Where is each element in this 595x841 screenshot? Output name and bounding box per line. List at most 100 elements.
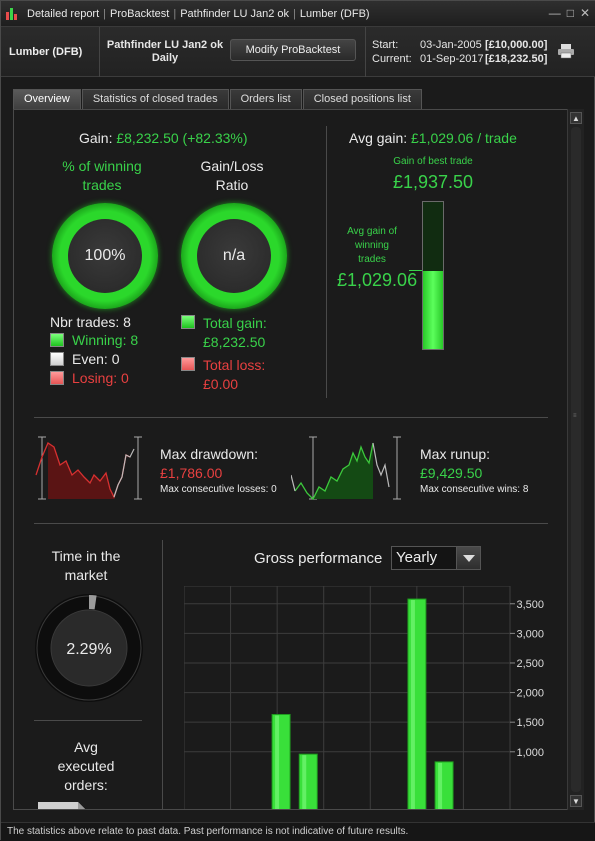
y-tick-label: 1,000 — [516, 747, 544, 759]
avg-gain-gauge-fill — [423, 271, 443, 349]
start-label: Start: — [372, 39, 398, 51]
avg-winning-label: Avg gain of winning trades — [336, 225, 408, 267]
total-loss-value: £0.00 — [203, 375, 265, 394]
title-part-1: Detailed report — [23, 8, 103, 20]
best-trade-label: Gain of best trade — [374, 156, 492, 167]
minimize-icon[interactable]: — — [549, 6, 561, 20]
performance-bar[interactable] — [435, 762, 453, 810]
vertical-scrollbar[interactable]: ▲ ≡ ▼ — [567, 109, 584, 810]
ratio-value: n/a — [181, 247, 287, 265]
time-in-market-line1: Time in the — [36, 547, 136, 566]
performance-bar-highlight — [438, 763, 442, 810]
winning-title: % of winning trades — [42, 157, 162, 195]
winning-title-line1: % of winning — [42, 157, 162, 176]
total-loss-icon — [181, 357, 195, 371]
performance-bar[interactable] — [408, 599, 426, 810]
tab-orders-list[interactable]: Orders list — [230, 89, 302, 109]
scroll-up-icon[interactable]: ▲ — [570, 112, 582, 124]
total-gain-value: £8,232.50 — [203, 333, 267, 352]
scrollbar-track[interactable] — [571, 127, 581, 792]
runup-sparkline — [291, 435, 411, 503]
performance-bar-highlight — [275, 715, 279, 810]
winning-value: 100% — [52, 247, 158, 265]
total-gain-label: Total gain: — [203, 314, 267, 333]
chevron-down-icon[interactable] — [456, 547, 480, 569]
period-select-value: Yearly — [396, 549, 437, 566]
avg-marker-line — [409, 270, 423, 271]
avg-winning-line1: Avg gain of — [336, 225, 408, 239]
report-header: Lumber (DFB) Pathfinder LU Jan2 ok Daily… — [1, 27, 595, 77]
losing-legend-icon — [50, 371, 64, 385]
performance-bar-highlight — [411, 600, 415, 810]
even-count: Even: 0 — [72, 351, 119, 367]
time-in-market-value: 2.29% — [66, 641, 111, 658]
time-in-market-line2: market — [36, 566, 136, 585]
y-tick-label: 2,500 — [516, 658, 544, 670]
avg-gain-gauge — [422, 201, 444, 350]
max-runup-value: £9,429.50 — [420, 465, 482, 481]
avg-orders-line2: executed — [36, 757, 136, 776]
total-gain: Total gain: £8,232.50 — [203, 314, 267, 352]
losing-count: Losing: 0 — [72, 370, 129, 386]
strategy-info: Pathfinder LU Jan2 ok Daily — [105, 39, 225, 65]
total-gain-icon — [181, 315, 195, 329]
y-tick-label: 2,000 — [516, 688, 544, 700]
print-icon[interactable] — [557, 43, 575, 59]
maximize-icon[interactable]: □ — [567, 6, 574, 20]
orders-doc-icon — [38, 800, 88, 810]
start-amount: [£10,000.00] — [485, 39, 547, 51]
drawdown-sparkline — [34, 435, 144, 503]
close-icon[interactable]: ✕ — [580, 6, 590, 20]
total-loss-label: Total loss: — [203, 356, 265, 375]
max-drawdown-value: £1,786.00 — [160, 465, 222, 481]
current-label: Current: — [372, 53, 412, 65]
gain-summary: Gain: £8,232.50 (+82.33%) — [79, 130, 248, 146]
current-amount: [£18,232.50] — [485, 53, 547, 65]
gain-label: Gain: — [79, 130, 112, 146]
period-select[interactable]: Yearly — [391, 546, 481, 570]
tab-overview[interactable]: Overview — [13, 89, 81, 109]
performance-bar-highlight — [302, 755, 306, 810]
winning-ring: 100% — [52, 203, 158, 309]
performance-bar[interactable] — [272, 714, 290, 810]
ratio-title: Gain/Loss Ratio — [172, 157, 292, 195]
nbr-trades: Nbr trades: 8 — [50, 314, 131, 330]
instrument-name: Lumber (DFB) — [9, 46, 82, 58]
winning-legend-icon — [50, 333, 64, 347]
gain-value: £8,232.50 (+82.33%) — [116, 130, 247, 146]
avg-orders-line1: Avg — [36, 738, 136, 757]
gross-performance-title: Gross performance — [254, 550, 382, 567]
avg-orders-line3: orders: — [36, 776, 136, 795]
max-consecutive-wins: Max consecutive wins: 8 — [420, 484, 528, 495]
max-consecutive-losses: Max consecutive losses: 0 — [160, 484, 277, 495]
app-logo-icon — [5, 7, 19, 21]
y-tick-label: 3,000 — [516, 628, 544, 640]
avg-winning-value: £1,029.06 — [337, 270, 417, 291]
modify-probacktest-button[interactable]: Modify ProBacktest — [230, 39, 356, 61]
ratio-ring: n/a — [181, 203, 287, 309]
time-in-market-title: Time in the market — [36, 547, 136, 585]
scrollbar-grip-icon[interactable]: ≡ — [573, 415, 579, 418]
title-bar: Detailed report | ProBacktest | Pathfind… — [1, 1, 595, 27]
title-part-2: ProBacktest — [106, 8, 173, 20]
avg-gain-summary: Avg gain: £1,029.06 / trade — [349, 130, 517, 146]
start-date: 03-Jan-2005 — [420, 39, 482, 51]
strategy-name: Pathfinder LU Jan2 ok — [105, 39, 225, 52]
disclaimer-footer: The statistics above relate to past data… — [1, 822, 595, 841]
y-tick-label: 3,500 — [516, 599, 544, 611]
tab-statistics-closed-trades[interactable]: Statistics of closed trades — [82, 89, 229, 109]
scroll-down-icon[interactable]: ▼ — [570, 795, 582, 807]
tab-bar: Overview Statistics of closed trades Ord… — [13, 89, 423, 109]
max-runup-label: Max runup: — [420, 446, 490, 462]
winning-title-line2: trades — [42, 176, 162, 195]
avg-winning-line2: winning — [336, 239, 408, 253]
tab-closed-positions-list[interactable]: Closed positions list — [303, 89, 422, 109]
avg-gain-value: £1,029.06 / trade — [411, 130, 517, 146]
total-loss: Total loss: £0.00 — [203, 356, 265, 394]
current-date: 01-Sep-2017 — [420, 53, 484, 65]
avg-gain-label: Avg gain: — [349, 130, 407, 146]
avg-executed-orders-title: Avg executed orders: — [36, 738, 136, 795]
performance-bar[interactable] — [299, 754, 317, 810]
